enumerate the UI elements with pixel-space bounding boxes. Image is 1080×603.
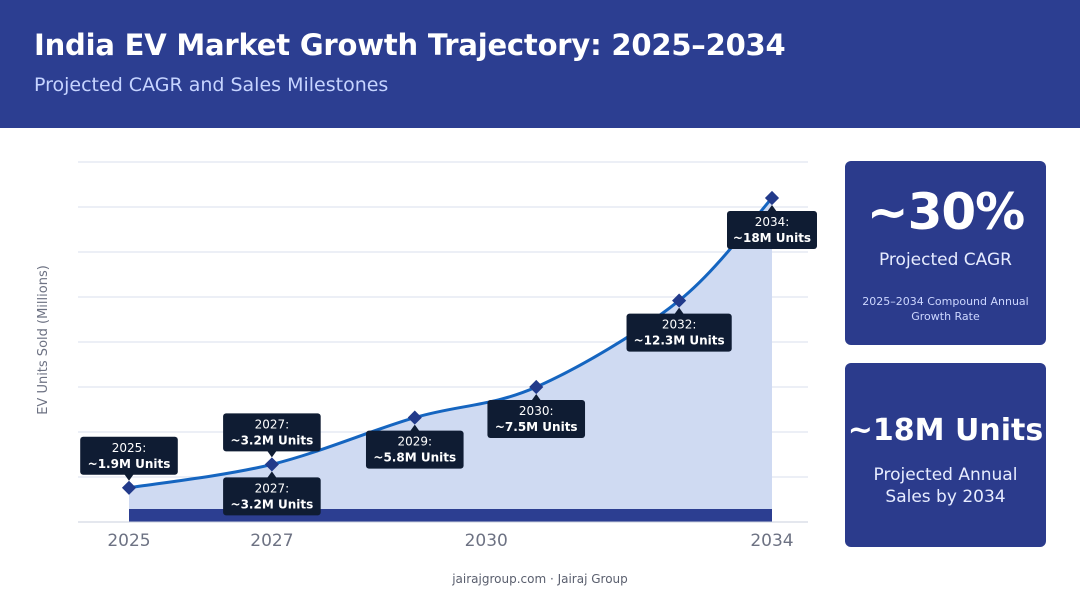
data-point-marker: [529, 379, 544, 395]
callout-pointer: [531, 394, 542, 401]
callout-pointer: [767, 205, 777, 212]
x-tick-label: 2030: [465, 531, 508, 551]
data-point-marker: [264, 457, 279, 472]
page-title: India EV Market Growth Trajectory: 2025–…: [34, 28, 786, 62]
callout-value: ~7.5M Units: [495, 420, 578, 434]
sales-card: ~18M Units Projected Annual Sales by 203…: [845, 363, 1046, 547]
callout-pointer: [266, 450, 277, 458]
cagr-card: ~30% Projected CAGR 2025–2034 Compound A…: [845, 161, 1046, 345]
callout-year: 2032:: [662, 318, 697, 332]
callout-box: [487, 400, 586, 438]
callout-year: 2029:: [397, 435, 432, 449]
page-subtitle: Projected CAGR and Sales Milestones: [34, 74, 389, 96]
callout-year: 2027:: [255, 481, 290, 495]
growth-chart: 2025 2027 2030 2034 EV Units Sold (Millions)…: [36, 161, 817, 551]
data-point-marker: [407, 410, 422, 425]
callout-pointer: [674, 307, 685, 315]
series-line: [128, 196, 774, 490]
callout-box: [223, 413, 321, 452]
callout-year: 2025:: [112, 441, 147, 455]
callout-box: [80, 436, 178, 475]
callout-value: ~3.2M Units: [231, 433, 314, 447]
cagr-value: ~30%: [866, 183, 1026, 241]
cagr-label: Projected CAGR: [878, 250, 1012, 270]
callout-pointer: [266, 471, 277, 479]
area-fill: [129, 198, 772, 522]
data-point-marker: [764, 190, 780, 206]
callout-year: 2030:: [519, 404, 554, 418]
x-tick-label: 2025: [107, 531, 150, 551]
sales-value: ~18M Units: [847, 413, 1044, 448]
callout-value: ~12.3M Units: [634, 334, 725, 348]
callout-pointer: [124, 473, 134, 481]
callout-value: ~3.2M Units: [231, 497, 314, 511]
callout-value: ~1.9M Units: [88, 457, 171, 471]
callout-box: [223, 477, 321, 516]
x-tick-label: 2034: [750, 531, 793, 551]
cagr-note: 2025–2034 Compound Annual Growth Rate: [862, 295, 1029, 323]
data-point-marker: [121, 480, 137, 495]
callout-box: [727, 211, 817, 249]
callout-box: [626, 313, 732, 352]
footer-credit: jairajgroup.com · Jairaj Group: [452, 572, 628, 586]
callout-value: ~18M Units: [733, 231, 811, 245]
callout-pointer: [409, 424, 420, 432]
data-point-marker: [672, 293, 687, 308]
sales-label: Projected Annual Sales by 2034: [873, 465, 1018, 507]
callout-year: 2034:: [755, 215, 790, 229]
callout-box: [365, 430, 464, 469]
x-tick-label: 2027: [250, 531, 293, 551]
callout-year: 2027:: [255, 417, 290, 431]
y-axis-label: EV Units Sold (Millions): [36, 265, 51, 415]
callout-value: ~5.8M Units: [373, 451, 456, 465]
header-banner: India EV Market Growth Trajectory: 2025–…: [0, 0, 1080, 128]
